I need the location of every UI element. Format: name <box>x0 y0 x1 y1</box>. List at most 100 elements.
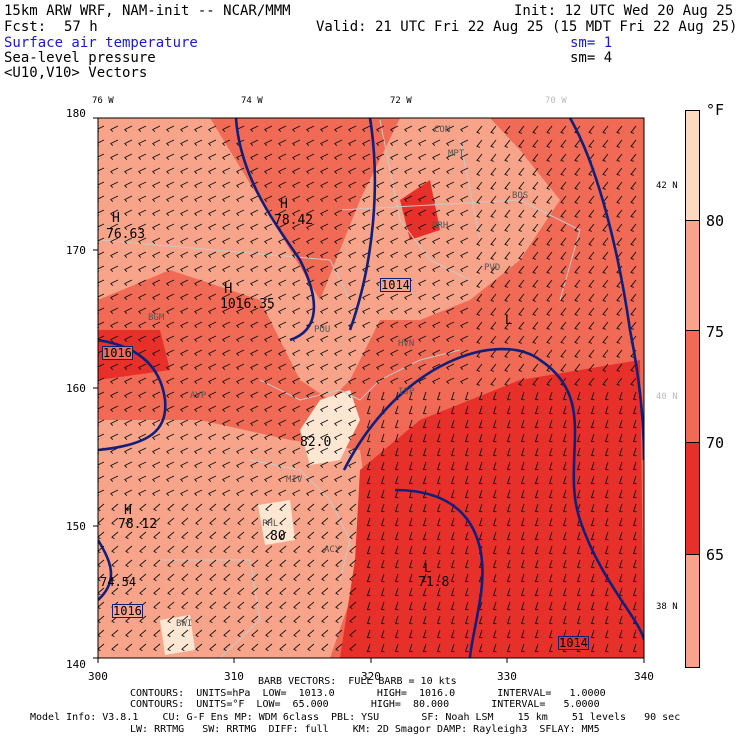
wind-barb <box>167 559 175 568</box>
wind-barb <box>548 461 553 471</box>
wind-barb <box>366 531 371 541</box>
wind-barb <box>404 335 413 343</box>
wind-barb <box>436 531 441 541</box>
wind-barb <box>208 195 217 203</box>
wind-barb <box>408 433 413 443</box>
wind-barb <box>348 475 357 483</box>
wind-barb <box>110 475 119 483</box>
wind-barb <box>534 391 539 401</box>
wind-barb <box>138 307 147 315</box>
wind-barb <box>348 405 357 413</box>
wind-barb <box>335 503 343 512</box>
model-info-physics: LW: RRTMG SW: RRTMG DIFF: full KM: 2D Sm… <box>130 724 600 735</box>
wind-barb <box>321 615 329 624</box>
wind-barb <box>250 293 259 301</box>
wind-barb <box>490 139 497 148</box>
wind-barb <box>278 167 287 175</box>
wind-barb <box>306 139 315 147</box>
wind-barb <box>152 405 161 413</box>
wind-barb <box>602 321 609 330</box>
wind-barb <box>320 195 329 203</box>
wind-barb <box>236 251 245 259</box>
wind-barb <box>478 419 483 429</box>
wind-barb <box>630 181 637 190</box>
wind-barb <box>152 335 161 343</box>
wind-barb <box>590 475 595 485</box>
station-label: AVP <box>190 391 207 401</box>
wind-barb <box>506 419 511 429</box>
wind-barb <box>320 153 329 161</box>
wind-barb <box>264 209 273 217</box>
wind-barb <box>366 391 371 401</box>
wind-barb <box>492 587 497 597</box>
wind-barb <box>334 475 343 483</box>
wind-barb <box>124 475 133 483</box>
wind-barb <box>237 545 245 554</box>
wind-barb <box>490 181 497 190</box>
wind-barb <box>376 153 385 161</box>
wind-barb <box>208 321 217 329</box>
wind-barb <box>548 545 553 555</box>
wind-barb <box>632 433 637 443</box>
wind-barb <box>278 307 287 315</box>
wind-barb <box>167 587 175 596</box>
wind-barb <box>618 447 623 457</box>
wind-barb <box>264 125 273 133</box>
wind-barb <box>138 265 147 273</box>
wind-barb <box>250 265 259 273</box>
wind-barb <box>520 419 525 429</box>
station-label: POU <box>314 325 331 335</box>
wind-barb <box>506 489 511 499</box>
wind-barb <box>307 643 315 652</box>
wind-barb <box>334 195 343 203</box>
wind-barb <box>546 349 553 358</box>
wind-barb <box>279 629 287 638</box>
wind-barb <box>349 559 357 568</box>
wind-barb <box>124 125 133 133</box>
wind-barb <box>432 349 441 357</box>
wind-barb <box>380 489 385 499</box>
wind-barb <box>334 377 343 385</box>
wind-barb <box>209 601 217 610</box>
wind-barb <box>506 615 511 625</box>
wind-barb <box>504 293 511 302</box>
wind-barb <box>152 433 161 441</box>
wind-barb <box>264 349 273 357</box>
wind-barb <box>348 167 357 175</box>
wind-barb <box>576 587 581 597</box>
wind-barb <box>348 433 357 441</box>
wind-barb <box>194 153 203 161</box>
wind-barb <box>450 405 455 415</box>
wind-barb <box>125 559 133 568</box>
wind-barb <box>208 335 217 343</box>
wind-barb <box>632 643 637 653</box>
wind-barb <box>292 475 301 483</box>
wind-barb <box>237 601 245 610</box>
wind-barb <box>306 391 315 399</box>
wind-barb <box>546 293 553 302</box>
wind-barb <box>181 545 189 554</box>
wind-barb <box>408 405 413 415</box>
wind-barb <box>490 321 497 330</box>
wind-barb <box>504 265 511 274</box>
wind-barb <box>380 433 385 443</box>
wind-barb <box>180 335 189 343</box>
wind-barb <box>335 517 343 526</box>
wind-barb <box>422 545 427 555</box>
wind-barb <box>237 503 245 512</box>
wind-barb <box>180 265 189 273</box>
wind-barb <box>574 265 581 274</box>
wind-barb <box>153 587 161 596</box>
wind-barb <box>590 489 595 499</box>
wind-barb <box>432 265 441 273</box>
wind-barb <box>436 615 441 625</box>
wind-barb <box>320 391 329 399</box>
wind-barb <box>490 237 497 246</box>
wind-barb <box>320 181 329 189</box>
wind-barb <box>478 629 483 639</box>
x-tick: 330 <box>497 670 517 683</box>
wind-barb <box>264 167 273 175</box>
wind-barb <box>278 139 287 147</box>
wind-barb <box>548 503 553 513</box>
wind-barb <box>110 125 119 133</box>
